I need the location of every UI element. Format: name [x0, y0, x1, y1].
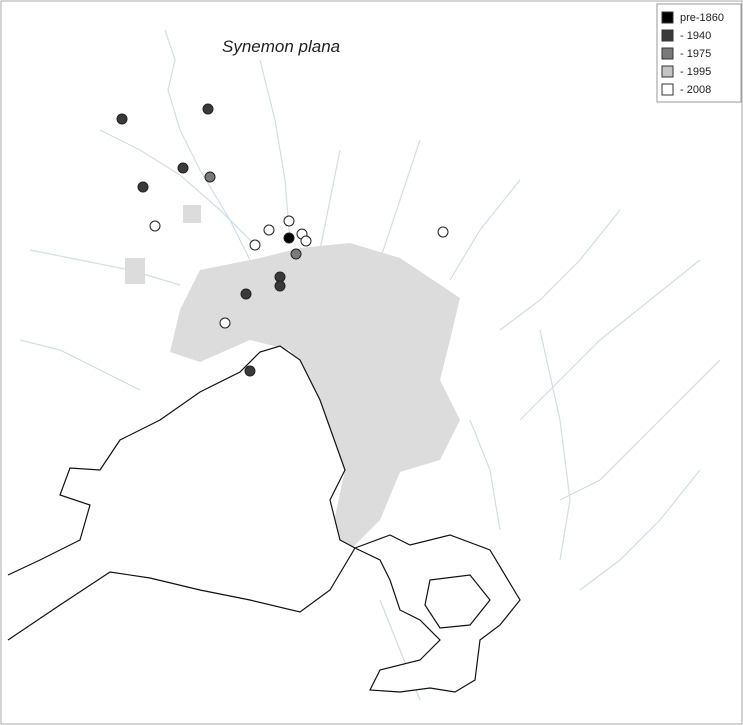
legend-label: - 1995: [680, 66, 711, 78]
record: [300, 235, 312, 247]
record: [240, 288, 252, 300]
record: [177, 162, 189, 174]
legend-swatch: [661, 65, 674, 78]
legend-label: pre-1860: [680, 12, 724, 24]
record: [204, 171, 216, 183]
legend-label: - 1940: [680, 30, 711, 42]
record: [249, 239, 261, 251]
records: [116, 103, 449, 377]
legend-swatch: [661, 11, 674, 24]
record: [263, 224, 275, 236]
legend-label: - 1975: [680, 48, 711, 60]
legend-swatch: [661, 29, 674, 42]
record: [149, 220, 161, 232]
record: [274, 280, 286, 292]
map-title: Synemon plana: [222, 37, 340, 56]
record: [437, 226, 449, 238]
rivers: [19, 29, 721, 701]
urban-area: [183, 205, 201, 223]
legend-swatch: [661, 47, 674, 60]
record: [202, 103, 214, 115]
legend-label: - 2008: [680, 84, 711, 96]
record: [283, 215, 295, 227]
record: [116, 113, 128, 125]
record: [283, 232, 295, 244]
urban-area: [170, 243, 460, 560]
record: [244, 365, 256, 377]
record: [219, 317, 231, 329]
record: [137, 181, 149, 193]
legend-swatch: [661, 83, 674, 96]
urban-area: [125, 258, 145, 284]
record: [290, 248, 302, 260]
legend: pre-1860 - 1940 - 1975 - 1995 - 2008: [656, 3, 742, 103]
island: [424, 574, 491, 629]
coastline: [7, 345, 356, 641]
